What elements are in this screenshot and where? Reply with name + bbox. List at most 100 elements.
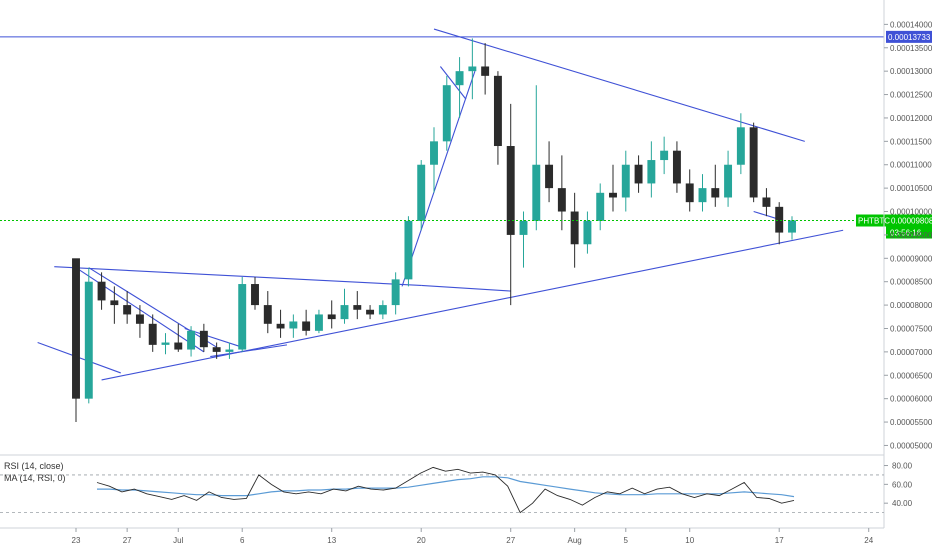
candle-body <box>263 305 272 324</box>
candle <box>135 305 144 338</box>
candle-body <box>314 314 323 331</box>
price-tick-label: 0.00007000 <box>890 348 932 357</box>
price-tick-label: 0.00012000 <box>890 114 932 123</box>
price-tick-label: 0.00005500 <box>890 418 932 427</box>
trendline-falling-channel-b <box>88 267 217 348</box>
candle <box>276 309 285 338</box>
price-tick-label: 0.00010500 <box>890 184 932 193</box>
candle <box>302 309 311 336</box>
time-tick-label: Jul <box>173 536 183 545</box>
trendline-upper-consolidation <box>54 266 422 286</box>
candle-body <box>455 71 464 86</box>
candle <box>621 150 630 212</box>
trendline-rising-support <box>101 229 844 381</box>
time-tick-label: 24 <box>864 536 873 545</box>
candle-body <box>84 281 93 399</box>
candle-body <box>672 150 681 184</box>
candle <box>724 150 733 207</box>
candle <box>187 326 196 357</box>
candle <box>570 192 579 268</box>
time-tick-label: 13 <box>327 536 336 545</box>
time-tick-label: 17 <box>775 536 784 545</box>
rsi-pane: 80.00 60.00 40.00 RSI (14, close) MA (14, RS… <box>0 461 913 514</box>
countdown-label: 03:56:16 <box>890 229 922 238</box>
candle <box>97 272 106 310</box>
trendline-flag-bottom <box>210 344 288 358</box>
candle <box>148 314 157 352</box>
candle-body <box>199 330 208 348</box>
candle <box>493 71 502 165</box>
time-tick-label: 20 <box>417 536 426 545</box>
candle <box>468 38 477 100</box>
candle-body <box>609 192 617 198</box>
candle-body <box>404 220 413 280</box>
candle <box>174 323 183 352</box>
price-axis[interactable]: 0.00014000 0.00013500 0.00013000 0.00012500… <box>883 0 932 528</box>
price-tick-label: 0.00008500 <box>890 278 932 287</box>
candle-body <box>762 197 771 207</box>
candle-body <box>519 220 528 235</box>
candle-body <box>481 66 490 76</box>
candle <box>84 267 93 404</box>
candle <box>685 169 694 212</box>
candle <box>404 216 413 287</box>
candle-body <box>340 305 349 320</box>
candle-body <box>353 305 362 310</box>
candle <box>698 174 707 212</box>
last-price-label: 0.00009808 <box>891 217 932 226</box>
time-tick-label: Aug <box>568 536 582 545</box>
price-tick-label: 0.00014000 <box>890 20 932 29</box>
candle <box>762 188 771 217</box>
candle-body <box>302 321 311 331</box>
candle <box>430 127 438 193</box>
price-tick-label: 0.00013000 <box>890 67 932 76</box>
candle <box>263 291 272 334</box>
candle-body <box>711 188 720 198</box>
candle-body <box>788 220 796 233</box>
price-levels: 0.00013733 PHTBTC 0.00009808 03:56:16 <box>0 30 932 239</box>
rsi-tick-label: 80.00 <box>892 462 913 471</box>
candle-body <box>161 342 170 345</box>
candle-body <box>583 220 592 245</box>
time-axis[interactable]: 23 27 Jul 6 13 20 27 Aug 5 10 17 24 <box>72 528 874 545</box>
trendline-steep-rally <box>401 70 476 287</box>
candle-body <box>238 284 247 350</box>
candle <box>327 300 336 329</box>
candle <box>596 183 605 231</box>
candle <box>557 155 566 231</box>
candle-body <box>97 281 106 301</box>
candle-body <box>72 258 80 399</box>
candle <box>366 305 375 320</box>
candle <box>647 141 656 198</box>
candle-body <box>621 164 630 198</box>
candle-body <box>212 347 221 352</box>
price-tick-label: 0.00006500 <box>890 371 932 380</box>
candle <box>532 85 541 231</box>
candle <box>711 164 720 207</box>
candle <box>481 43 490 95</box>
rsi-tick-label: 60.00 <box>892 480 913 489</box>
candle <box>609 164 617 212</box>
time-tick-label: 6 <box>240 536 245 545</box>
candle-body <box>135 314 144 324</box>
candle-body <box>187 330 196 350</box>
price-tick-label: 0.00009000 <box>890 254 932 263</box>
candle-body <box>685 183 694 203</box>
candle-body <box>442 85 451 142</box>
candle-body <box>148 323 157 345</box>
price-tick-label: 0.00006000 <box>890 395 932 404</box>
candle-body <box>430 141 438 165</box>
rsi-ma-legend-label: MA (14, RSI, 0) <box>4 473 66 483</box>
candle-body <box>289 321 298 329</box>
trendline-upper-consolidation-ext <box>421 284 511 292</box>
candle-body <box>493 75 502 147</box>
candle-body <box>327 314 336 320</box>
candle-body <box>724 164 733 198</box>
symbol-label: PHTBTC <box>858 217 890 226</box>
candle <box>506 103 515 306</box>
candle-body <box>123 305 132 315</box>
candles <box>72 38 796 423</box>
candle-body <box>174 342 183 350</box>
rsi-ma-line <box>97 476 795 498</box>
